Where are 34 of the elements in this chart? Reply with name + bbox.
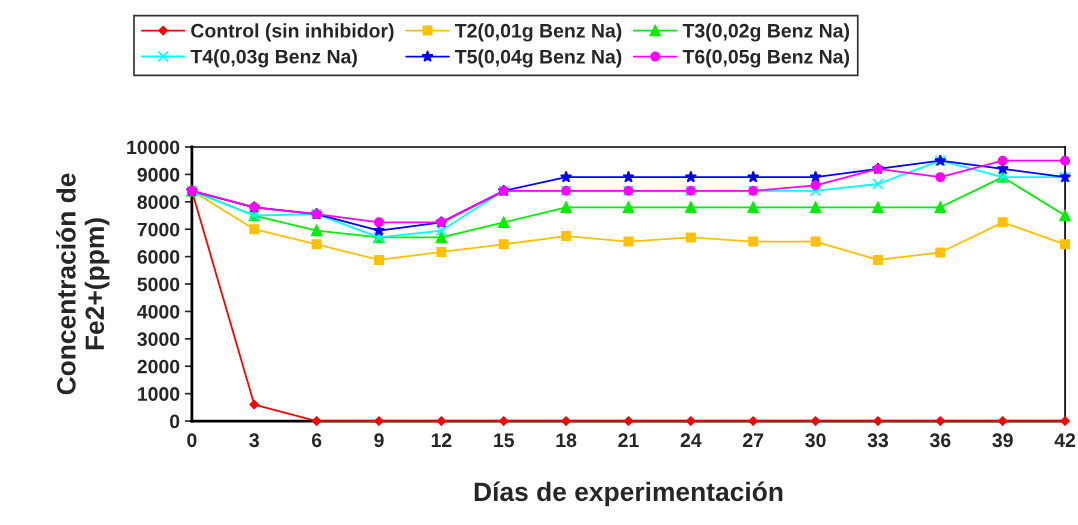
legend-label: T5(0,04g Benz Na) <box>454 49 622 68</box>
y-tick-label: 4000 <box>137 304 180 319</box>
x-tick-label: 30 <box>805 433 826 448</box>
y-axis-title: Concentración de Fe2+(ppm) <box>56 173 110 395</box>
x-tick-label: 39 <box>992 433 1013 448</box>
x-tick-label: 6 <box>311 433 322 448</box>
legend-label: T2(0,01g Benz Na) <box>454 23 622 42</box>
x-tick-label: 42 <box>1054 433 1076 447</box>
y-tick-label: 9000 <box>137 167 180 182</box>
y-tick-label: 10000 <box>127 140 180 155</box>
y-tick-label: 0 <box>170 414 180 429</box>
x-tick-label: 12 <box>431 433 452 447</box>
y-tick-label: 7000 <box>137 222 180 237</box>
x-axis-title: Días de experimentación <box>474 481 783 507</box>
x-tick-label: 36 <box>929 433 951 448</box>
y-tick-label: 5000 <box>137 277 180 292</box>
x-tick-label: 15 <box>494 433 515 448</box>
y-tick-label: 6000 <box>137 250 180 264</box>
x-tick-label: 33 <box>867 433 889 448</box>
x-tick-label: 3 <box>249 433 259 448</box>
legend-label: T4(0,03g Benz Na) <box>190 49 357 68</box>
x-tick-label: 9 <box>374 433 384 448</box>
y-tick-label: 1000 <box>138 387 180 401</box>
x-tick-label: 21 <box>618 433 639 447</box>
y-tick-label: 3000 <box>137 332 180 347</box>
x-tick-label: 27 <box>743 433 764 447</box>
legend-label: T3(0,02g Benz Na) <box>682 23 850 42</box>
y-tick-label: 8000 <box>137 195 180 210</box>
x-tick-label: 18 <box>556 433 577 448</box>
x-tick-label: 0 <box>187 433 197 448</box>
legend-label: T6(0,05g Benz Na) <box>682 49 850 68</box>
y-tick-label: 2000 <box>137 359 180 374</box>
x-tick-label: 24 <box>680 433 702 447</box>
legend-label: Control (sin inhibidor) <box>191 23 394 42</box>
